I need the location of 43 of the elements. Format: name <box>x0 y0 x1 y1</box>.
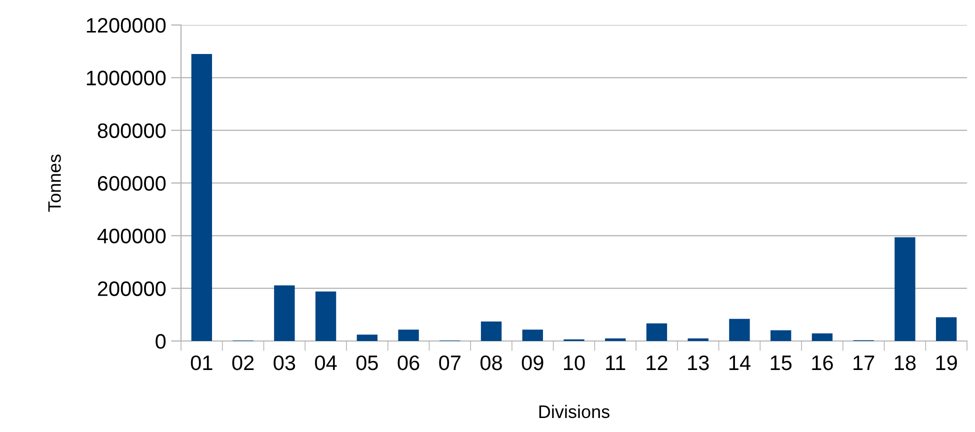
y-tick-label: 0 <box>156 334 166 349</box>
y-tick-label: 1200000 <box>86 18 166 33</box>
x-tick-label: 15 <box>770 356 792 370</box>
bar <box>315 291 336 341</box>
bar <box>894 237 916 341</box>
x-tick-label: 16 <box>812 355 833 370</box>
x-tick-label: 05 <box>356 355 378 370</box>
x-tick-label: 18 <box>894 355 916 370</box>
y-tick-label: 1000000 <box>86 70 166 86</box>
x-tick-label: 04 <box>315 355 337 370</box>
x-tick-label: 02 <box>232 355 254 370</box>
x-tick-label: 14 <box>729 356 750 370</box>
bar <box>356 334 378 341</box>
bar <box>398 330 419 341</box>
x-axis-title: Divisions <box>539 404 610 418</box>
y-axis-title: Tonnes <box>48 154 61 212</box>
x-tick-label: 13 <box>688 355 709 370</box>
bar <box>605 338 626 341</box>
bar <box>274 285 295 341</box>
x-tick-label: 12 <box>646 355 668 370</box>
bar <box>812 333 833 341</box>
x-tick-label: 17 <box>854 356 874 370</box>
x-tick-label: 10 <box>564 355 585 370</box>
bar <box>191 54 212 341</box>
x-tick-label: 06 <box>398 355 420 370</box>
x-tick-label: 03 <box>274 355 296 370</box>
y-tick-label: 200000 <box>98 281 166 296</box>
x-tick-label: 19 <box>936 355 957 370</box>
x-tick-label: 09 <box>522 355 544 370</box>
bar <box>688 338 708 341</box>
y-tick-label: 600000 <box>98 176 166 191</box>
bar <box>480 322 502 341</box>
x-tick-label: 11 <box>606 356 626 370</box>
bar <box>729 318 750 341</box>
y-tick-label: 400000 <box>97 228 166 244</box>
bar <box>770 330 792 341</box>
x-tick-label: 08 <box>480 355 502 370</box>
y-tick-label: 800000 <box>98 123 166 138</box>
x-tick-label: 07 <box>439 355 460 370</box>
bar <box>936 317 957 341</box>
bar <box>522 330 543 341</box>
bar <box>646 323 668 341</box>
x-tick-label: 01 <box>190 355 212 370</box>
